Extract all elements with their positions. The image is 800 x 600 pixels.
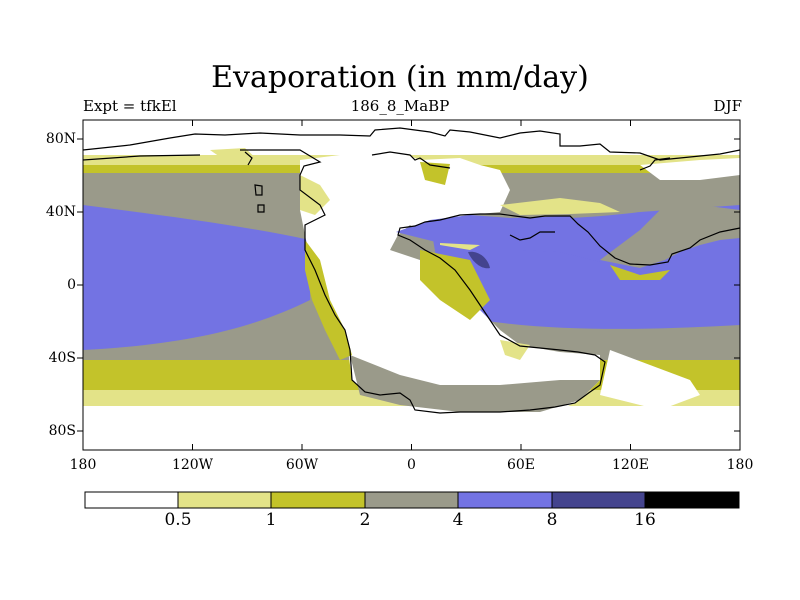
lat-tick-label: 0	[67, 277, 76, 293]
season-label: DJF	[713, 97, 742, 115]
period-label: 186_8_MaBP	[350, 97, 450, 115]
coastline	[82, 127, 741, 414]
colorbar-level-label: 8	[546, 510, 558, 530]
lat-ticks	[77, 138, 740, 432]
lon-tick-label: 120E	[612, 457, 649, 473]
lon-tick-label: 60W	[285, 457, 319, 473]
experiment-label: Expt = tfkEl	[83, 97, 177, 115]
colorbar-swatch	[551, 491, 646, 509]
colorbar	[84, 491, 740, 509]
lat-tick-label: 80S	[48, 423, 76, 439]
colorbar-swatch	[84, 491, 179, 509]
colorbar-level-label: 2	[359, 510, 371, 530]
lon-tick-label: 180	[69, 457, 97, 473]
lat-tick-label: 40S	[48, 350, 76, 366]
plot-title: Evaporation (in mm/day)	[211, 60, 589, 95]
colorbar-swatch	[644, 491, 740, 509]
colorbar-level-label: 1	[265, 510, 277, 530]
lon-ticks	[82, 120, 741, 450]
lon-tick-label: 180	[726, 457, 754, 473]
colorbar-level-label: 4	[452, 510, 464, 530]
colorbar-swatch	[177, 491, 272, 509]
lon-tick-label: 120W	[171, 457, 214, 473]
colorbar-swatch	[457, 491, 553, 509]
lat-tick-label: 40N	[45, 204, 76, 220]
lon-tick-label: 60E	[506, 457, 536, 473]
colorbar-level-label: 0.5	[164, 510, 192, 530]
contour-fill	[83, 120, 740, 450]
lat-tick-label: 80N	[45, 131, 76, 147]
colorbar-level-label: 16	[634, 510, 656, 530]
lon-tick-label: 0	[407, 457, 416, 473]
colorbar-swatch	[270, 491, 366, 509]
colorbar-swatch	[364, 491, 459, 509]
